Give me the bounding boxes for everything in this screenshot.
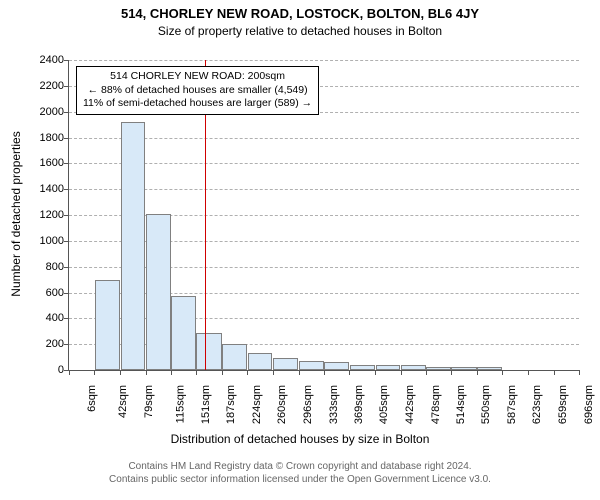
x-tick	[401, 370, 402, 375]
x-tick-label: 260sqm	[277, 385, 289, 424]
x-tick	[146, 370, 147, 375]
bar	[196, 333, 221, 370]
footer: Contains HM Land Registry data © Crown c…	[0, 460, 600, 486]
x-tick-label: 224sqm	[251, 385, 263, 424]
x-tick-label: 296sqm	[302, 385, 314, 424]
x-tick	[528, 370, 529, 375]
gridline	[69, 138, 579, 139]
x-tick-label: 514sqm	[455, 385, 467, 424]
bar	[95, 280, 120, 370]
x-tick	[451, 370, 452, 375]
y-tick-label: 800	[0, 261, 68, 273]
gridline	[69, 163, 579, 164]
y-tick-label: 1000	[0, 235, 68, 247]
gridline	[69, 60, 579, 61]
annotation-box: 514 CHORLEY NEW ROAD: 200sqm ← 88% of de…	[76, 66, 319, 115]
bar	[273, 358, 298, 370]
bar	[121, 122, 146, 370]
x-tick	[120, 370, 121, 375]
chart-subtitle: Size of property relative to detached ho…	[0, 24, 600, 38]
bar	[248, 353, 273, 370]
x-tick	[171, 370, 172, 375]
x-tick	[273, 370, 274, 375]
x-tick-label: 550sqm	[480, 385, 492, 424]
annotation-line: ← 88% of detached houses are smaller (4,…	[83, 84, 312, 98]
x-tick	[349, 370, 350, 375]
x-tick-label: 79sqm	[143, 385, 155, 418]
x-tick-label: 659sqm	[557, 385, 569, 424]
y-tick-label: 2200	[0, 80, 68, 92]
bar	[401, 365, 426, 370]
x-tick-label: 623sqm	[532, 385, 544, 424]
x-tick-label: 151sqm	[200, 385, 212, 424]
x-tick-label: 369sqm	[353, 385, 365, 424]
bar	[171, 296, 196, 370]
y-tick-label: 200	[0, 338, 68, 350]
x-tick	[426, 370, 427, 375]
annotation-line: 11% of semi-detached houses are larger (…	[83, 97, 312, 111]
x-tick	[477, 370, 478, 375]
x-tick	[247, 370, 248, 375]
x-tick	[94, 370, 95, 375]
x-tick-label: 405sqm	[378, 385, 390, 424]
x-tick-label: 42sqm	[117, 385, 129, 418]
y-tick-label: 400	[0, 312, 68, 324]
figure: 514, CHORLEY NEW ROAD, LOSTOCK, BOLTON, …	[0, 0, 600, 500]
bar	[376, 365, 401, 370]
x-tick-label: 478sqm	[430, 385, 442, 424]
footer-line: Contains public sector information licen…	[0, 473, 600, 486]
x-tick	[196, 370, 197, 375]
x-tick-label: 442sqm	[404, 385, 416, 424]
x-tick-label: 696sqm	[583, 385, 595, 424]
x-tick-label: 333sqm	[328, 385, 340, 424]
x-tick	[579, 370, 580, 375]
y-tick-label: 600	[0, 287, 68, 299]
x-tick	[554, 370, 555, 375]
bar	[426, 367, 451, 370]
bar	[350, 365, 375, 370]
x-tick	[375, 370, 376, 375]
y-tick-label: 1600	[0, 157, 68, 169]
bar	[477, 367, 502, 370]
x-tick	[324, 370, 325, 375]
annotation-line: 514 CHORLEY NEW ROAD: 200sqm	[83, 70, 312, 84]
y-tick-label: 2400	[0, 54, 68, 66]
x-tick-label: 6sqm	[86, 385, 98, 412]
y-tick-label: 1200	[0, 209, 68, 221]
x-tick	[299, 370, 300, 375]
y-tick-label: 2000	[0, 106, 68, 118]
x-tick	[222, 370, 223, 375]
bar	[222, 344, 247, 370]
footer-line: Contains HM Land Registry data © Crown c…	[0, 460, 600, 473]
y-tick-label: 1800	[0, 132, 68, 144]
bar	[146, 214, 171, 370]
y-tick-label: 0	[0, 364, 68, 376]
gridline	[69, 189, 579, 190]
x-tick	[502, 370, 503, 375]
chart-title: 514, CHORLEY NEW ROAD, LOSTOCK, BOLTON, …	[0, 6, 600, 21]
x-tick-label: 187sqm	[225, 385, 237, 424]
x-tick-label: 115sqm	[174, 385, 186, 423]
bar	[324, 362, 349, 370]
y-tick-label: 1400	[0, 183, 68, 195]
x-tick	[69, 370, 70, 375]
x-axis-label: Distribution of detached houses by size …	[0, 432, 600, 446]
x-tick-label: 587sqm	[506, 385, 518, 424]
bar	[451, 367, 476, 370]
bar	[299, 361, 324, 370]
